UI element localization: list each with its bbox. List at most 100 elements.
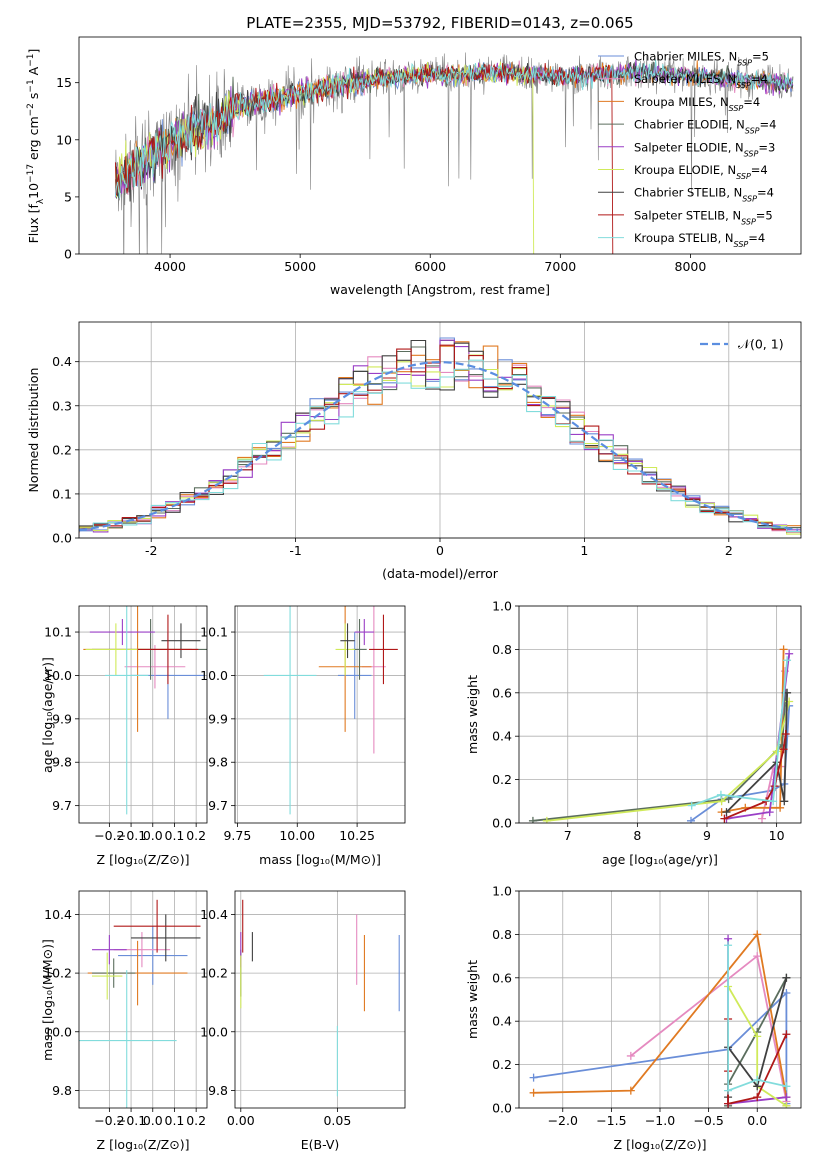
- x-tick-label: 10: [769, 828, 785, 843]
- x-tick-label: -2: [145, 543, 157, 558]
- x-tick-label: 9: [703, 828, 711, 843]
- y-tick-label: 10.4: [44, 907, 72, 922]
- y-axis-label: Normed distribution: [26, 368, 41, 493]
- weight_vs_Z-plot-area: [529, 930, 791, 1108]
- weight-point-marker: [626, 1086, 635, 1095]
- x-axis-label: Z [log₁₀(Z/Z⊙)]: [614, 1137, 707, 1152]
- weight-point-marker: [782, 988, 791, 997]
- histogram-step-line: [79, 359, 801, 533]
- x-axis-label: E(B-V): [301, 1137, 340, 1152]
- weight-point-marker: [782, 973, 791, 982]
- weight-point-marker: [782, 1030, 791, 1039]
- y-tick-label: 0.4: [492, 729, 512, 744]
- age_vs_mass-axes: 9.75 10.00 10.25 9.7 9.8 9.9 10.0 10.1: [200, 606, 405, 843]
- weight-point-marker: [542, 816, 551, 823]
- y-tick-label: 10.0: [200, 1024, 228, 1039]
- weight-point-marker: [753, 1032, 762, 1041]
- y-tick-label: 0.3: [52, 398, 72, 413]
- y-tick-label: 0.4: [52, 354, 72, 369]
- legend-label: Kroupa STELIB, NSSP=4: [634, 231, 765, 249]
- weight-point-marker: [626, 1051, 635, 1060]
- weight-series-line: [532, 692, 787, 822]
- y-axis-label: mass weight: [465, 675, 480, 754]
- weight-point-marker: [529, 1088, 538, 1097]
- x-tick-label: 2: [725, 543, 733, 558]
- y-tick-label: 10.2: [44, 966, 72, 981]
- weight-point-marker: [785, 649, 794, 658]
- y-tick-label: 0.8: [492, 642, 512, 657]
- errorbar-point: [354, 619, 374, 646]
- residuals-plot-area: [79, 337, 801, 537]
- x-tick-label: −2.0: [548, 1113, 578, 1128]
- x-axis-label: age [log₁₀(age/yr)]: [602, 852, 718, 867]
- y-tick-label: 5: [64, 189, 72, 204]
- x-tick-label: 0.0: [143, 1113, 163, 1128]
- y-tick-label: 0.6: [492, 685, 512, 700]
- y-tick-label: 9.8: [208, 755, 228, 770]
- x-tick-label: 8000: [675, 259, 707, 274]
- y-tick-label: 0.0: [492, 1101, 512, 1116]
- x-tick-label: 0.0: [747, 1113, 767, 1128]
- weight-point-marker: [724, 941, 733, 950]
- x-tick-label: 9.75: [223, 828, 251, 843]
- legend-label: Kroupa MILES, NSSP=4: [634, 95, 760, 113]
- weight-series-line: [727, 986, 787, 1107]
- x-tick-label: 0.2: [186, 1113, 206, 1128]
- y-tick-label: 0.2: [52, 442, 72, 457]
- y-axis-label: mass weight: [465, 960, 480, 1039]
- spectrum-frame: [78, 36, 802, 255]
- errorbar-point: [335, 623, 355, 676]
- x-tick-label: 0: [436, 543, 444, 558]
- y-tick-label: 10.1: [44, 625, 72, 640]
- y-tick-label: 0.1: [52, 486, 72, 501]
- x-tick-label: −0.2: [94, 1113, 124, 1128]
- weight-point-marker: [687, 801, 696, 810]
- errorbar-point: [118, 926, 188, 985]
- mass_vs_ebv-plot-area: [240, 899, 400, 1097]
- x-tick-label: 0.00: [227, 1113, 255, 1128]
- y-tick-label: 1.0: [492, 884, 512, 899]
- y-tick-label: 0.0: [52, 531, 72, 546]
- mass_vs_ebv-frame: [234, 890, 406, 1109]
- y-tick-label: 10.0: [44, 668, 72, 683]
- x-tick-label: −0.5: [693, 1113, 723, 1128]
- errorbar-point: [79, 970, 177, 1108]
- errorbar-point: [92, 934, 127, 965]
- x-tick-label: −0.1: [116, 828, 146, 843]
- weight-point-marker: [686, 816, 695, 823]
- spectrum-legend: Chabrier MILES, NSSP=5 Salpeter MILES, NS…: [598, 50, 776, 249]
- weight-series-line: [727, 945, 787, 1092]
- errorbar-point: [369, 614, 398, 685]
- y-tick-label: 9.7: [52, 798, 72, 813]
- legend-label: Salpeter MILES, NSSP=4: [634, 72, 768, 90]
- age_vs_mass-frame: [234, 605, 406, 824]
- y-tick-label: 10: [56, 132, 72, 147]
- weight-point-marker: [724, 1086, 733, 1095]
- y-tick-label: 1.0: [492, 599, 512, 614]
- weight-point-marker: [779, 745, 788, 754]
- weight-point-marker: [780, 797, 789, 806]
- model-spectrum-line: [114, 59, 794, 199]
- weight-series-line: [691, 660, 788, 807]
- weight-point-marker: [782, 1101, 791, 1108]
- x-tick-label: 0.2: [186, 828, 206, 843]
- age_vs_Z-axes: −0.2−0.10.0 0.1 0.2 9.7 9.8 9.9 10.0 10.1: [44, 606, 207, 843]
- errorbar-point: [92, 958, 136, 988]
- x-tick-label: −0.1: [116, 1113, 146, 1128]
- weight-point-marker: [783, 656, 792, 665]
- x-tick-label: −1.0: [645, 1113, 675, 1128]
- x-tick-label: −1.5: [596, 1113, 626, 1128]
- spectrum-plot-area: [114, 52, 794, 254]
- x-tick-label: 8: [633, 828, 641, 843]
- age_vs_Z-plot-area: [83, 606, 207, 815]
- normal-reference-curve: [79, 360, 799, 532]
- y-tick-label: 9.7: [208, 798, 228, 813]
- errorbar-point: [131, 914, 201, 962]
- weight-point-marker: [720, 814, 729, 823]
- age_vs_mass-plot-area: [263, 606, 398, 815]
- y-tick-label: 10.1: [200, 625, 228, 640]
- weight-point-marker: [765, 808, 774, 817]
- weight-point-marker: [529, 1073, 538, 1082]
- y-tick-label: 0.4: [492, 1014, 512, 1029]
